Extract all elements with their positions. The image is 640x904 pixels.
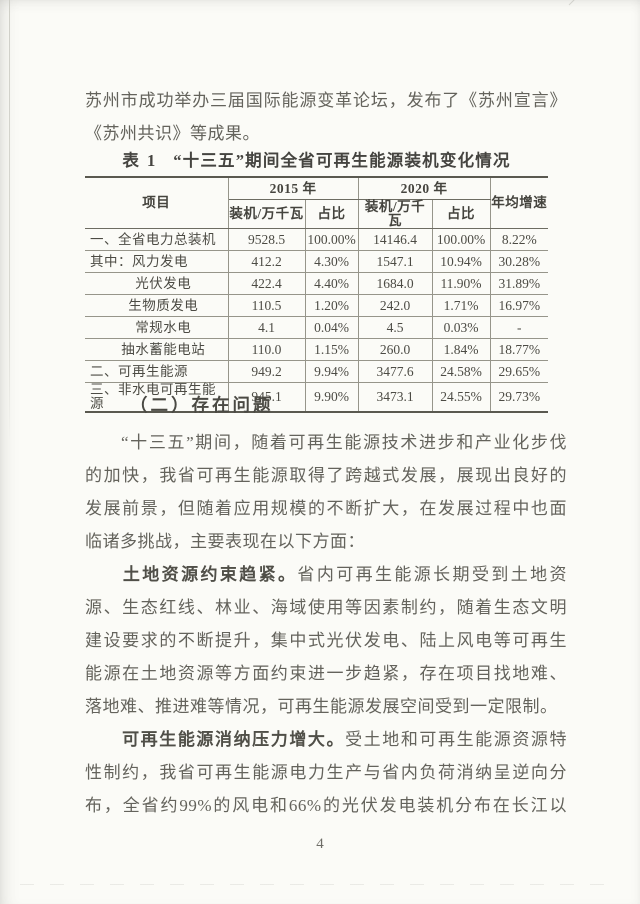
- text-line: 的加快，我省可再生能源取得了跨越式发展，展现出良好的: [85, 466, 567, 485]
- paragraph: 苏州市成功举办三届国际能源变革论坛，发布了《苏州宣言》 《苏州共识》等成果。: [85, 84, 567, 150]
- bold-lead-sentence: 可再生能源消纳压力增大。: [121, 730, 346, 749]
- text-line: 源、生态红线、林业、海域使用等因素制约，随着生态文明: [85, 598, 567, 617]
- header-2015: 2015 年: [228, 177, 359, 200]
- header-share-2020: 占比: [432, 199, 491, 229]
- cell-growth: 16.97%: [490, 294, 548, 317]
- cell-capacity-2020: 3473.1: [358, 382, 433, 412]
- cell-item: 抽水蓄能电站: [85, 338, 229, 361]
- cell-growth: 31.89%: [490, 272, 548, 295]
- cell-capacity-2020: 1684.0: [358, 272, 433, 295]
- cell-capacity-2020: 242.0: [358, 294, 433, 317]
- cell-growth: -: [490, 316, 548, 339]
- cell-item: 三、非水电可再生能源: [85, 382, 229, 412]
- header-item: 项目: [85, 177, 229, 229]
- cell-share-2015: 9.94%: [305, 360, 359, 383]
- capacity-table: 项目 2015 年 2020 年 年均增速 装机/万千瓦 占比 装机/万千瓦 占…: [85, 176, 548, 413]
- table-label: 表 1: [122, 151, 158, 170]
- cell-growth: 18.77%: [490, 338, 548, 361]
- text-line: 土地资源约束趋紧。省内可再生能源长期受到土地资: [121, 565, 568, 584]
- table-row: 常规水电 4.1 0.04% 4.5 0.03% -: [85, 316, 548, 339]
- cell-share-2020: 10.94%: [432, 250, 491, 273]
- text-line: 落地难、推进难等情况，可再生能源发展空间受到一定限制。: [85, 697, 558, 716]
- header-capacity-2015: 装机/万千瓦: [228, 199, 306, 229]
- page-number: 4: [316, 836, 324, 852]
- cell-capacity-2020: 1547.1: [358, 250, 433, 273]
- text-line: 发展前景，但随着应用规模的不断扩大，在发展过程中也面: [85, 499, 567, 518]
- paragraph: “十三五”期间，随着可再生能源技术进步和产业化步伐的加快，我省可再生能源取得了跨…: [85, 426, 567, 558]
- cell-share-2015: 100.00%: [305, 228, 359, 251]
- paragraph: 可再生能源消纳压力增大。受土地和可再生能源资源特性制约，我省可再生能源电力生产与…: [85, 723, 567, 822]
- cell-capacity-2015: 110.5: [228, 294, 306, 317]
- cell-capacity-2015: 412.2: [228, 250, 306, 273]
- cell-share-2020: 100.00%: [432, 228, 491, 251]
- cell-share-2015: 4.30%: [305, 250, 359, 273]
- cell-capacity-2015: 422.4: [228, 272, 306, 295]
- table-row: 生物质发电 110.5 1.20% 242.0 1.71% 16.97%: [85, 294, 548, 317]
- text-line: 布，全省约99%的风电和66%的光伏发电装机分布在长江以: [85, 796, 567, 815]
- cell-growth: 8.22%: [490, 228, 548, 251]
- cell-item: 光伏发电: [85, 272, 229, 295]
- table-caption: 表 1 “十三五”期间全省可再生能源装机变化情况: [85, 147, 548, 171]
- intro-paragraph: 苏州市成功举办三届国际能源变革论坛，发布了《苏州宣言》 《苏州共识》等成果。: [85, 84, 567, 150]
- header-share-2015: 占比: [305, 199, 359, 229]
- table-body: 一、全省电力总装机 9528.5 100.00% 14146.4 100.00% 8.22…: [85, 228, 548, 412]
- cell-share-2020: 1.84%: [432, 338, 491, 361]
- cell-capacity-2015: 945.1: [228, 382, 306, 412]
- cell-growth: 29.73%: [498, 389, 541, 404]
- cell-capacity-2020: 3477.6: [358, 360, 433, 383]
- cell-share-2015: 0.04%: [305, 316, 359, 339]
- scan-noise-artifact: [20, 884, 620, 885]
- paragraphs: “十三五”期间，随着可再生能源技术进步和产业化步伐的加快，我省可再生能源取得了跨…: [85, 426, 567, 822]
- cell-share-2015: 9.90%: [305, 382, 359, 412]
- table-row: 抽水蓄能电站 110.0 1.15% 260.0 1.84% 18.77%: [85, 338, 548, 361]
- section-heading: （二）存在问题: [130, 395, 274, 415]
- cell-item: 常规水电: [85, 316, 229, 339]
- cell-share-2020: 24.55%: [432, 382, 491, 412]
- cell-growth: 30.28%: [490, 250, 548, 273]
- table-row: 其中：风力发电 412.2 4.30% 1547.1 10.94% 30.28%: [85, 250, 548, 273]
- cell-item: 生物质发电: [85, 294, 229, 317]
- cell-item: 一、全省电力总装机: [85, 228, 229, 251]
- cell-item: 二、可再生能源: [85, 360, 229, 383]
- table-row: 二、可再生能源 949.2 9.94% 3477.6 24.58% 29.65%: [85, 360, 548, 383]
- cell-item: 其中：风力发电: [85, 250, 229, 273]
- cell-share-2015: 4.40%: [305, 272, 359, 295]
- text-line: 能源在土地资源等方面约束进一步趋紧，存在项目找地难、: [85, 664, 567, 683]
- table-header-row-2: 装机/万千瓦 占比 装机/万千瓦 占比: [85, 199, 548, 229]
- bold-lead-sentence: 土地资源约束趋紧。: [121, 565, 298, 584]
- cell-capacity-2015: 9528.5: [228, 228, 306, 251]
- table-row: 一、全省电力总装机 9528.5 100.00% 14146.4 100.00% 8.22…: [85, 228, 548, 251]
- header-capacity-2020: 装机/万千瓦: [358, 199, 433, 229]
- header-2020: 2020 年: [358, 177, 491, 200]
- cell-capacity-2015: 949.2: [228, 360, 306, 383]
- header-growth: 年均增速: [490, 177, 548, 229]
- cell-share-2020: 11.90%: [432, 272, 491, 295]
- table-header-row-1: 项目 2015 年 2020 年 年均增速: [85, 177, 548, 229]
- cell-growth: 29.65%: [490, 360, 548, 383]
- text-line: 可再生能源消纳压力增大。受土地和可再生能源资源特: [121, 730, 568, 749]
- cell-share-2015: 1.15%: [305, 338, 359, 361]
- text-line: 性制约，我省可再生能源电力生产与省内负荷消纳呈逆向分: [85, 763, 567, 782]
- scan-edge-artifact: [9, 0, 10, 445]
- cell-share-2015: 1.20%: [305, 294, 359, 317]
- cell-capacity-2020: 4.5: [358, 316, 433, 339]
- table-row: 三、非水电可再生能源 945.1 9.90% 3473.1 24.55% 29.73%: [85, 382, 548, 412]
- cell-capacity-2020: 260.0: [358, 338, 433, 361]
- table-row: 光伏发电 422.4 4.40% 1684.0 11.90% 31.89%: [85, 272, 548, 295]
- cell-share-2020: 1.71%: [432, 294, 491, 317]
- text-line: “十三五”期间，随着可再生能源技术进步和产业化步伐: [121, 433, 567, 452]
- cell-capacity-2020: 14146.4: [358, 228, 433, 251]
- cell-share-2020: 24.58%: [432, 360, 491, 383]
- text-line: 临诸多挑战，主要表现在以下方面：: [85, 532, 365, 551]
- text-line: 苏州市成功举办三届国际能源变革论坛，发布了《苏州宣言》: [85, 91, 567, 110]
- text-line: 《苏州共识》等成果。: [85, 124, 260, 143]
- paragraph: 土地资源约束趋紧。省内可再生能源长期受到土地资源、生态红线、林业、海域使用等因素…: [85, 558, 567, 723]
- table-title-text: “十三五”期间全省可再生能源装机变化情况: [173, 151, 511, 170]
- cell-capacity-2015: 110.0: [228, 338, 306, 361]
- cell-share-2020: 0.03%: [432, 316, 491, 339]
- cell-capacity-2015: 4.1: [228, 316, 306, 339]
- text-line: 建设要求的不断提升，集中式光伏发电、陆上风电等可再生: [85, 631, 567, 650]
